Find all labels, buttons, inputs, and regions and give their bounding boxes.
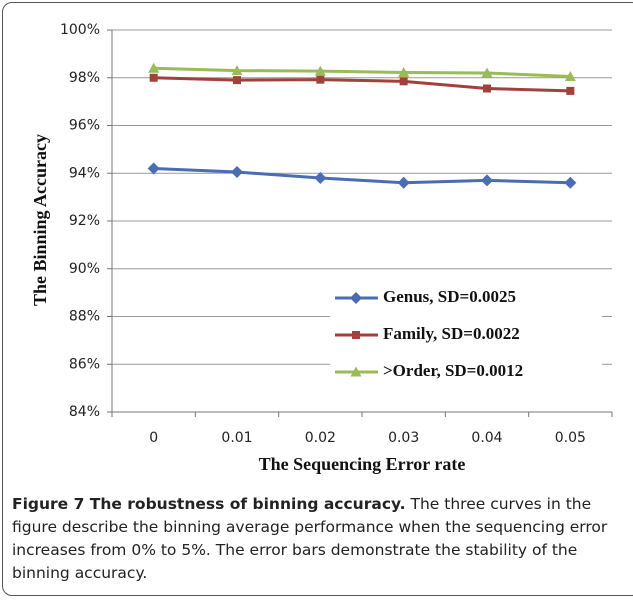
marker	[149, 73, 158, 82]
marker	[314, 65, 326, 76]
y-tick-label: 90%	[69, 261, 100, 277]
marker	[397, 176, 410, 189]
series-line	[153, 76, 571, 93]
marker	[233, 76, 241, 85]
series-line	[153, 166, 571, 185]
marker	[316, 75, 325, 84]
caption-label: Figure 7 The robustness of binning accur…	[12, 495, 406, 513]
marker	[352, 331, 360, 339]
marker	[566, 86, 575, 95]
marker	[147, 162, 160, 175]
y-tick-label: 94%	[69, 165, 100, 181]
marker	[399, 77, 408, 86]
series-line	[153, 66, 571, 79]
y-tick-label: 84%	[69, 404, 100, 420]
marker	[481, 67, 493, 78]
legend-label: >Order, SD=0.0012	[383, 361, 523, 380]
marker	[350, 292, 362, 304]
x-tick-label: 0.04	[471, 430, 502, 446]
caption: Figure 7 The robustness of binning accur…	[12, 493, 620, 585]
marker	[481, 174, 493, 187]
marker	[350, 366, 362, 377]
legend-label: Family, SD=0.0022	[383, 324, 520, 343]
marker	[483, 84, 491, 93]
y-tick-label: 96%	[69, 118, 100, 134]
x-tick-label: 0.03	[388, 430, 419, 446]
x-tick-label: 0.02	[305, 430, 336, 446]
marker	[398, 66, 410, 77]
y-tick-label: 100%	[60, 22, 100, 38]
marker	[314, 172, 327, 185]
marker	[564, 71, 576, 82]
marker	[231, 166, 243, 179]
chart: The Binning Accuracy The Sequencing Erro…	[30, 22, 613, 474]
legend-box	[330, 285, 602, 395]
y-tick-label: 88%	[69, 309, 100, 325]
y-axis-title: The Binning Accuracy	[30, 134, 50, 306]
marker	[148, 62, 160, 73]
x-axis-title: The Sequencing Error rate	[259, 454, 466, 474]
y-tick-label: 86%	[69, 356, 100, 372]
y-tick-label: 92%	[69, 213, 100, 229]
x-tick-label: 0.05	[555, 430, 586, 446]
x-tick-label: 0.01	[221, 430, 252, 446]
legend-label: Genus, SD=0.0025	[383, 287, 516, 306]
marker	[564, 176, 577, 189]
marker	[231, 65, 243, 76]
caption-text: The three curves in the figure describe …	[12, 495, 608, 582]
y-tick-label: 98%	[69, 70, 100, 86]
x-tick-label: 0	[149, 430, 158, 446]
